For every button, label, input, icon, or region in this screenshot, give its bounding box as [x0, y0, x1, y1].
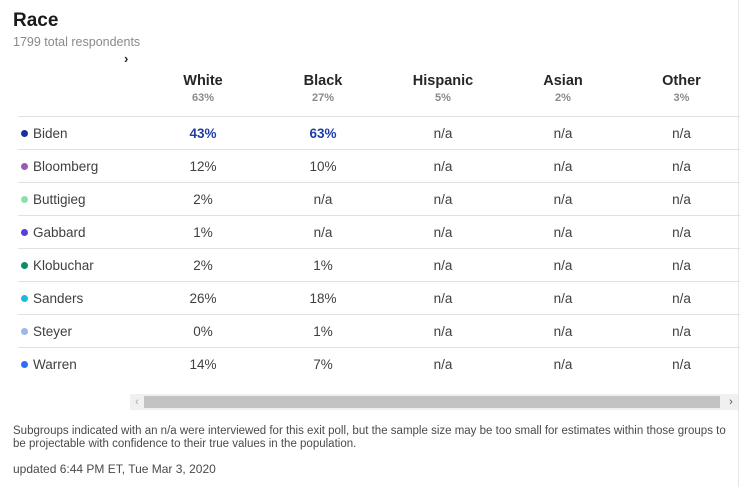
value-cell: n/a: [383, 281, 503, 315]
section-title: Race: [13, 10, 59, 31]
column-name: White: [183, 73, 223, 89]
table-row: Buttigieg 2% n/a n/a n/a n/a: [18, 182, 740, 216]
candidate-color-dot-icon: [21, 129, 28, 137]
column-header-white: White 63%: [143, 66, 263, 117]
column-name: Black: [303, 73, 343, 89]
column-name: Asian: [543, 73, 583, 89]
scrollbar-thumb[interactable]: [144, 396, 720, 408]
value-cell: n/a: [383, 116, 503, 150]
value-cell: n/a: [383, 314, 503, 348]
candidate-color-dot-icon: [21, 162, 28, 170]
scroll-right-arrow-icon[interactable]: ›: [729, 396, 733, 408]
value-cell: n/a: [623, 182, 740, 216]
value-cell: n/a: [623, 281, 740, 315]
candidate-cell: Warren: [18, 347, 143, 380]
candidate-color-dot-icon: [21, 195, 28, 203]
value-cell: n/a: [383, 149, 503, 183]
table-row: Biden 43% 63% n/a n/a n/a: [18, 116, 740, 150]
table-row: Steyer 0% 1% n/a n/a n/a: [18, 314, 740, 348]
value-cell: n/a: [503, 215, 623, 249]
column-name: Hispanic: [412, 73, 474, 89]
table-row: Warren 14% 7% n/a n/a n/a: [18, 347, 740, 380]
value-cell: n/a: [623, 116, 740, 150]
updated-timestamp: updated 6:44 PM ET, Tue Mar 3, 2020: [13, 462, 216, 476]
candidate-cell: Biden: [18, 116, 143, 150]
table-header-row: White 63% Black 27% Hispanic 5% Asian 2%…: [18, 66, 740, 117]
table-row: Gabbard 1% n/a n/a n/a n/a: [18, 215, 740, 249]
candidate-cell: Buttigieg: [18, 182, 143, 216]
value-cell: n/a: [623, 215, 740, 249]
column-header-hispanic: Hispanic 5%: [383, 66, 503, 117]
value-cell: 10%: [263, 149, 383, 183]
candidate-name: Gabbard: [33, 224, 86, 240]
value-cell: 14%: [143, 347, 263, 380]
respondents-count: 1799 total respondents: [13, 35, 141, 49]
candidate-name: Sanders: [33, 290, 84, 306]
value-cell: 7%: [263, 347, 383, 380]
column-share: 27%: [311, 92, 335, 104]
table-row: Klobuchar 2% 1% n/a n/a n/a: [18, 248, 740, 282]
value-cell: n/a: [503, 281, 623, 315]
table-row: Bloomberg 12% 10% n/a n/a n/a: [18, 149, 740, 183]
footnote: Subgroups indicated with an n/a were int…: [13, 425, 726, 450]
horizontal-scrollbar[interactable]: ‹ ›: [130, 394, 738, 410]
candidate-column-header: [18, 66, 143, 117]
candidate-name: Steyer: [33, 323, 73, 339]
value-cell: 26%: [143, 281, 263, 315]
value-cell: 43%: [143, 116, 263, 150]
value-cell: n/a: [503, 314, 623, 348]
value-cell: n/a: [623, 248, 740, 282]
candidate-name: Klobuchar: [33, 257, 94, 273]
value-cell: n/a: [503, 116, 623, 150]
value-cell: n/a: [503, 248, 623, 282]
results-table: White 63% Black 27% Hispanic 5% Asian 2%…: [18, 66, 740, 380]
value-cell: 1%: [143, 215, 263, 249]
value-cell: n/a: [383, 248, 503, 282]
value-cell: n/a: [383, 215, 503, 249]
value-cell: n/a: [383, 347, 503, 380]
value-cell: n/a: [503, 347, 623, 380]
column-share: 3%: [673, 92, 690, 104]
candidate-color-dot-icon: [21, 327, 28, 335]
candidate-name: Bloomberg: [33, 158, 99, 174]
candidate-cell: Klobuchar: [18, 248, 143, 282]
value-cell: 18%: [263, 281, 383, 315]
candidate-color-dot-icon: [21, 294, 28, 302]
candidate-color-dot-icon: [21, 360, 28, 368]
candidate-name: Warren: [33, 356, 77, 372]
candidate-name: Buttigieg: [33, 191, 86, 207]
column-share: 63%: [191, 92, 215, 104]
value-cell: n/a: [503, 182, 623, 216]
value-cell: 2%: [143, 248, 263, 282]
value-cell: 63%: [263, 116, 383, 150]
value-cell: n/a: [383, 182, 503, 216]
value-cell: 1%: [263, 248, 383, 282]
candidate-cell: Steyer: [18, 314, 143, 348]
value-cell: n/a: [623, 347, 740, 380]
candidate-cell: Gabbard: [18, 215, 143, 249]
scroll-right-chevron-icon[interactable]: ›: [124, 51, 129, 66]
column-share: 5%: [435, 92, 451, 104]
column-header-black: Black 27%: [263, 66, 383, 117]
value-cell: 12%: [143, 149, 263, 183]
candidate-cell: Bloomberg: [18, 149, 143, 183]
column-name: Other: [662, 73, 701, 89]
value-cell: 0%: [143, 314, 263, 348]
scroll-left-arrow-icon[interactable]: ‹: [135, 396, 139, 408]
column-header-asian: Asian 2%: [503, 66, 623, 117]
value-cell: n/a: [503, 149, 623, 183]
value-cell: n/a: [623, 149, 740, 183]
value-cell: n/a: [263, 182, 383, 216]
value-cell: 2%: [143, 182, 263, 216]
value-cell: n/a: [623, 314, 740, 348]
candidate-name: Biden: [33, 125, 68, 141]
candidate-color-dot-icon: [21, 261, 28, 269]
table-row: Sanders 26% 18% n/a n/a n/a: [18, 281, 740, 315]
candidate-cell: Sanders: [18, 281, 143, 315]
column-header-other: Other 3%: [623, 66, 740, 117]
candidate-color-dot-icon: [21, 228, 28, 236]
value-cell: n/a: [263, 215, 383, 249]
value-cell: 1%: [263, 314, 383, 348]
column-share: 2%: [555, 92, 571, 104]
